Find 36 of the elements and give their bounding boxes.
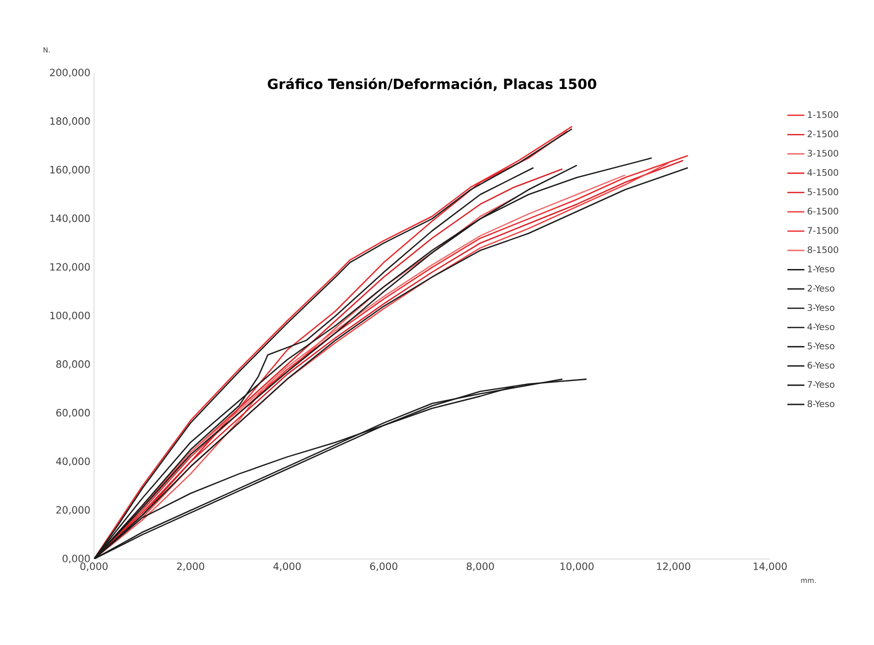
legend-label: 2-Yeso bbox=[808, 284, 834, 292]
y-tick-label: 180,000 bbox=[50, 117, 90, 126]
x-tick-label: 0,000 bbox=[80, 562, 108, 572]
legend-label: 4-1500 bbox=[807, 169, 838, 176]
legend-label: 7-1500 bbox=[808, 227, 838, 234]
legend-label: 3-Yeso bbox=[808, 304, 834, 311]
x-tick-label: 6,000 bbox=[370, 562, 398, 572]
x-tick-label: 4,000 bbox=[273, 562, 301, 572]
x-tick-label: 12,000 bbox=[657, 562, 690, 572]
chart-title: Gráfico Tensión/Deformación, Placas 1500 bbox=[268, 78, 596, 91]
x-tick-label: 8,000 bbox=[466, 562, 494, 572]
legend-label: 8-Yeso bbox=[808, 400, 834, 408]
legend-label: 2-1500 bbox=[808, 130, 838, 138]
y-tick-label: 80,000 bbox=[56, 360, 90, 369]
y-tick-label: 160,000 bbox=[50, 166, 90, 174]
y-tick-label: 40,000 bbox=[56, 458, 90, 466]
legend-label: 5-1500 bbox=[808, 188, 838, 196]
y-tick-label: 0,000 bbox=[62, 554, 90, 564]
y-tick-label: 200,000 bbox=[50, 68, 90, 78]
legend-label: 7-Yeso bbox=[808, 381, 834, 388]
x-tick-label: 10,000 bbox=[560, 562, 594, 572]
legend-label: 6-Yeso bbox=[808, 362, 834, 369]
x-tick-label: 14,000 bbox=[754, 562, 787, 572]
y-tick-label: 100,000 bbox=[50, 312, 90, 320]
y-tick-label: 20,000 bbox=[56, 506, 90, 515]
legend-label: 4-Yeso bbox=[807, 323, 834, 330]
legend-label: 1-Yeso bbox=[808, 266, 834, 272]
legend-label: 3-1500 bbox=[808, 150, 838, 157]
y-tick-label: 120,000 bbox=[50, 263, 90, 272]
y-tick-label: 60,000 bbox=[56, 408, 90, 418]
legend-label: 8-1500 bbox=[808, 246, 838, 254]
legend-label: 6-1500 bbox=[808, 208, 838, 215]
y-tick-label: 140,000 bbox=[50, 214, 90, 224]
x-tick-label: 2,000 bbox=[177, 562, 204, 572]
legend-label: 1-1500 bbox=[808, 111, 838, 118]
legend-label: 5-Yeso bbox=[808, 342, 834, 350]
